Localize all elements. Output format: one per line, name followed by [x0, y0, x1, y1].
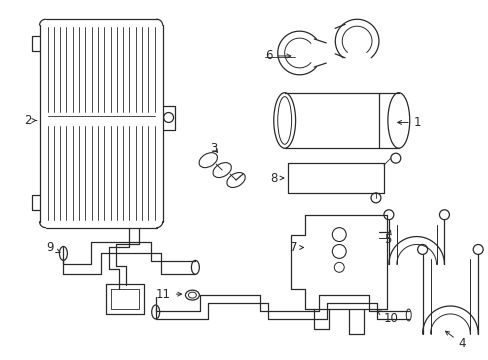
Text: 7: 7	[289, 241, 303, 254]
Text: 3: 3	[210, 142, 217, 155]
Text: 4: 4	[445, 331, 465, 350]
Text: 11: 11	[155, 288, 181, 301]
Text: 6: 6	[264, 49, 290, 63]
Text: 2: 2	[24, 114, 37, 127]
Text: 5: 5	[383, 230, 390, 246]
Text: 1: 1	[397, 116, 420, 129]
Text: 8: 8	[269, 171, 283, 185]
Text: 10: 10	[377, 311, 398, 325]
Text: 9: 9	[46, 241, 60, 254]
